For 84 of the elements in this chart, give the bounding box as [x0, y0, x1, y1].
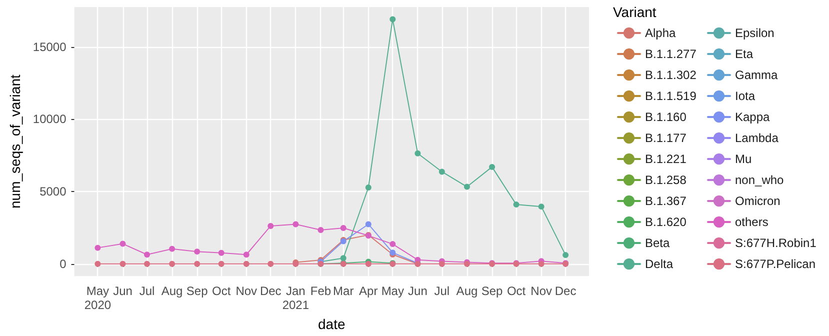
legend-label: Delta: [645, 257, 674, 271]
point: [144, 252, 150, 258]
x-tick-label: Aug: [456, 284, 478, 298]
legend-label: Gamma: [735, 68, 778, 82]
point: [169, 260, 176, 267]
point: [169, 246, 176, 252]
point: [268, 260, 274, 267]
point: [144, 260, 150, 267]
point: [464, 184, 470, 190]
x-tick-label: Dec: [260, 284, 282, 298]
y-tick-label: 10000: [32, 112, 67, 126]
legend-label: Omicron: [735, 194, 780, 208]
point: [390, 241, 396, 248]
x-tick-label: Jun: [113, 284, 132, 298]
x-tick-label: Aug: [161, 284, 183, 298]
point: [489, 164, 496, 170]
point: [94, 260, 101, 267]
legend-label: S:677P.Pelican: [735, 257, 816, 271]
point: [218, 260, 224, 267]
point: [318, 227, 324, 234]
legend-label: S:677H.Robin1: [735, 236, 817, 250]
legend-label: Kappa: [735, 110, 770, 124]
legend-label: B.1.1.302: [645, 68, 697, 82]
legend-label: Iota: [735, 89, 756, 103]
x-tick-label: Nov: [236, 284, 258, 298]
point: [340, 224, 346, 231]
x-tick-label: Dec: [554, 284, 576, 298]
legend-label: Beta: [645, 236, 670, 250]
point: [194, 260, 200, 267]
x-tick-label: Apr: [359, 284, 378, 298]
legend-label: B.1.221: [645, 152, 687, 166]
point: [340, 255, 346, 262]
x-tick-label: Jul: [139, 284, 155, 298]
legend-label: B.1.160: [645, 110, 687, 124]
point: [243, 260, 250, 267]
x-tick-label: Jun: [408, 284, 428, 298]
point: [438, 260, 445, 267]
y-tick-label: 5000: [40, 184, 67, 199]
point: [268, 222, 274, 229]
legend-label: Mu: [735, 152, 752, 166]
x-tick-label: May: [381, 284, 404, 298]
legend-label: B.1.1.519: [645, 89, 697, 103]
x-tick-label: Jan 2021: [282, 284, 310, 312]
point: [94, 244, 101, 251]
x-tick-label: Oct: [506, 284, 526, 298]
point: [390, 16, 396, 22]
y-tick-label: 0: [60, 256, 67, 271]
legend-title: Variant: [613, 4, 656, 20]
x-tick-label: Oct: [212, 284, 232, 298]
x-tick-label: Sep: [481, 284, 504, 298]
point: [365, 221, 372, 228]
point: [365, 184, 372, 190]
legend-label: B.1.258: [645, 173, 687, 187]
legend-label: B.1.177: [645, 131, 687, 145]
legend-label: Lambda: [735, 131, 779, 145]
x-tick-label: Sep: [186, 284, 208, 298]
x-tick-label: Feb: [310, 284, 332, 298]
x-tick-label: May 2020: [84, 284, 112, 312]
point: [218, 250, 224, 256]
x-axis-title: date: [318, 316, 346, 332]
legend-label: B.1.620: [645, 215, 687, 229]
point: [562, 252, 569, 258]
point: [438, 168, 445, 175]
x-tick-label: Nov: [530, 284, 552, 298]
legend-label: non_who: [735, 173, 784, 187]
point: [414, 150, 421, 156]
y-tick-label: 15000: [32, 40, 67, 54]
legend-label: Eta: [735, 47, 754, 61]
legend-label: B.1.367: [645, 194, 687, 208]
point: [292, 221, 299, 228]
point: [120, 260, 126, 267]
y-axis-title: num_seqs_of_variant: [7, 74, 23, 208]
legend-label: B.1.1.277: [645, 47, 697, 61]
point: [538, 260, 544, 267]
point: [243, 252, 250, 258]
point: [538, 204, 544, 210]
legend-label: Epsilon: [735, 26, 774, 40]
x-tick-label: Jul: [434, 284, 450, 298]
point: [120, 240, 126, 247]
point: [513, 202, 520, 208]
legend-label: others: [735, 215, 768, 229]
point: [194, 248, 200, 255]
legend-label: Alpha: [645, 26, 676, 40]
x-tick-label: Mar: [333, 284, 354, 298]
